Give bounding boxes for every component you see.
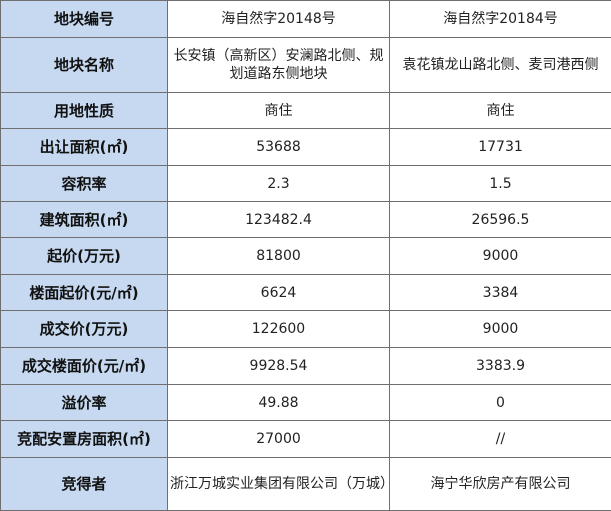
table-row: 成交价(万元) 122600 9000 <box>0 310 611 348</box>
cell-plot-a: 81800 <box>167 237 390 275</box>
cell-plot-a: 商住 <box>167 92 390 129</box>
cell-plot-a: 49.88 <box>167 384 390 421</box>
cell-plot-a: 海自然字20148号 <box>167 0 390 38</box>
table-row: 溢价率 49.88 0 <box>0 384 611 421</box>
cell-plot-b: 0 <box>389 384 611 421</box>
row-label: 起价(万元) <box>0 237 168 275</box>
table-row: 用地性质 商住 商住 <box>0 92 611 129</box>
table-row: 地块编号 海自然字20148号 海自然字20184号 <box>0 0 611 38</box>
cell-plot-b: 3384 <box>389 274 611 311</box>
cell-plot-b: 1.5 <box>389 165 611 202</box>
table-row: 地块名称 长安镇（高新区）安澜路北侧、规划道路东侧地块 袁花镇龙山路北侧、麦司港西侧 <box>0 37 611 93</box>
cell-plot-b: 9000 <box>389 237 611 275</box>
cell-plot-a: 浙江万城实业集团有限公司（万城） <box>167 457 394 511</box>
cell-plot-a: 9928.54 <box>167 347 390 385</box>
table-row: 竞配安置房面积(㎡) 27000// <box>0 420 611 458</box>
cell-plot-b: 袁花镇龙山路北侧、麦司港西侧 <box>389 37 611 93</box>
cell-plot-b: 3383.9 <box>389 347 611 385</box>
cell-plot-a: 2.3 <box>167 165 390 202</box>
table-row: 竞得者 浙江万城实业集团有限公司（万城） 海宁华欣房产有限公司 <box>0 457 611 511</box>
table-row: 容积率 2.3 1.5 <box>0 165 611 202</box>
table-row: 成交楼面价(元/㎡) 9928.54 3383.9 <box>0 347 611 385</box>
row-label: 出让面积(㎡) <box>0 128 168 166</box>
cell-plot-a: 122600 <box>167 310 390 348</box>
row-label: 用地性质 <box>0 92 168 129</box>
row-label: 楼面起价(元/㎡) <box>0 274 168 311</box>
cell-plot-a: 53688 <box>167 128 390 166</box>
table-row: 出让面积(㎡) 53688 17731 <box>0 128 611 166</box>
cell-plot-a: 6624 <box>167 274 390 311</box>
row-label: 溢价率 <box>0 384 168 421</box>
row-label: 成交价(万元) <box>0 310 168 348</box>
row-label: 成交楼面价(元/㎡) <box>0 347 168 385</box>
cell-plot-b: 26596.5 <box>389 201 611 238</box>
cell-plot-b: 9000 <box>389 310 611 348</box>
cell-plot-a: 27000 <box>167 420 390 458</box>
row-label: 容积率 <box>0 165 168 202</box>
cell-plot-a: 长安镇（高新区）安澜路北侧、规划道路东侧地块 <box>167 37 390 93</box>
row-label: 竞得者 <box>0 457 168 511</box>
row-label: 建筑面积(㎡) <box>0 201 168 238</box>
row-label: 地块编号 <box>0 0 168 38</box>
row-label: 地块名称 <box>0 37 168 93</box>
table-row: 楼面起价(元/㎡) 6624 3384 <box>0 274 611 311</box>
cell-plot-a: 123482.4 <box>167 201 390 238</box>
cell-plot-b: 海宁华欣房产有限公司 <box>389 457 611 511</box>
cell-plot-b: // <box>389 420 611 458</box>
row-label: 竞配安置房面积(㎡) <box>0 420 168 458</box>
table-row: 建筑面积(㎡) 123482.4 26596.5 <box>0 201 611 238</box>
cell-plot-b: 商住 <box>389 92 611 129</box>
cell-plot-b: 17731 <box>389 128 611 166</box>
cell-plot-b: 海自然字20184号 <box>389 0 611 38</box>
table-row: 起价(万元) 81800 9000 <box>0 237 611 275</box>
